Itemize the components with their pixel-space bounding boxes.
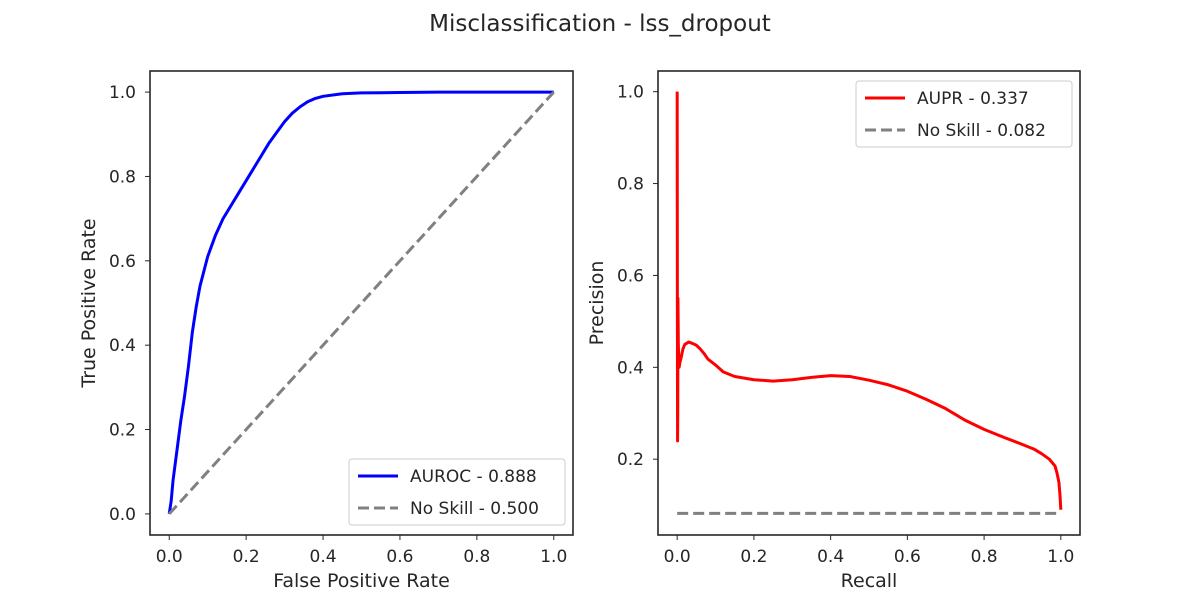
x-tick-label: 0.6 (894, 547, 921, 567)
x-tick-label: 0.0 (156, 547, 183, 567)
y-tick-label: 1.0 (109, 83, 136, 103)
legend-label: AUROC - 0.888 (410, 467, 537, 487)
legend: AUROC - 0.888 No Skill - 0.500 (348, 458, 566, 526)
roc-no-skill-line (168, 91, 555, 515)
plot-frame (149, 70, 574, 536)
y-tick-label: 0.2 (109, 421, 136, 441)
x-tick-label: 0.2 (740, 547, 767, 567)
y-tick-label: 0.4 (617, 358, 644, 378)
x-tick-label: 1.0 (540, 547, 567, 567)
x-tick-label: 0.2 (233, 547, 260, 567)
y-tick-label: 0.8 (617, 175, 644, 195)
x-tick-label: 0.8 (971, 547, 998, 567)
x-tick-label: 0.6 (386, 547, 413, 567)
y-tick-label: 0.4 (109, 336, 136, 356)
x-tick-label: 0.4 (310, 547, 337, 567)
x-axis-label: False Positive Rate (273, 570, 450, 592)
y-axis-label: Precision (586, 261, 608, 346)
x-tick-label: 0.8 (463, 547, 490, 567)
figure-title: Misclassification - lss_dropout (429, 11, 771, 37)
x-axis-label: Recall (841, 570, 898, 592)
x-tick-label: 0.0 (664, 547, 691, 567)
auroc-line (167, 90, 554, 515)
legend-label: No Skill - 0.082 (917, 121, 1046, 141)
legend: AUPR - 0.337 No Skill - 0.082 (855, 80, 1073, 148)
y-tick-label: 0.0 (109, 505, 136, 525)
x-tick-label: 1.0 (1047, 547, 1074, 567)
pr-plot: 0.0 0.2 0.4 0.6 0.8 1.0 0.2 0.4 0.6 0.8 1.0 Recall P… (586, 70, 1081, 592)
legend-label: AUPR - 0.337 (917, 89, 1029, 109)
y-tick-label: 0.6 (617, 266, 644, 286)
y-tick-label: 0.8 (109, 167, 136, 187)
aupr-line (675, 91, 1063, 510)
legend-label: No Skill - 0.500 (410, 499, 539, 519)
y-tick-label: 0.2 (617, 450, 644, 470)
y-tick-label: 1.0 (617, 83, 644, 103)
plot-frame (657, 70, 1081, 536)
x-tick-label: 0.4 (817, 547, 844, 567)
y-axis-label: True Positive Rate (78, 218, 100, 388)
roc-plot: 0.0 0.2 0.4 0.6 0.8 1.0 0.0 0.2 0.4 0.6 0.8 1.0 Fals… (78, 70, 574, 592)
y-tick-label: 0.6 (109, 252, 136, 272)
